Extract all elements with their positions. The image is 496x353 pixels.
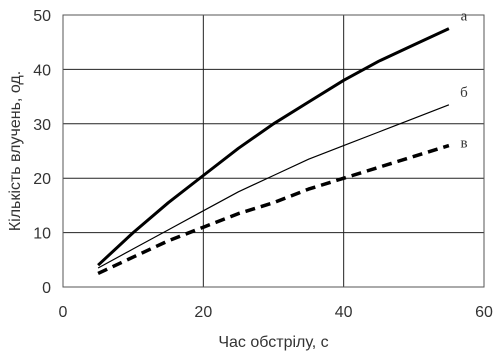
y-tick-label: 30 — [33, 117, 51, 134]
y-tick-label: 20 — [33, 171, 51, 188]
x-tick-label: 40 — [335, 304, 353, 321]
y-axis-ticks: 0 10 20 30 40 50 — [33, 8, 51, 297]
y-tick-label: 0 — [42, 280, 51, 297]
series-label-3: в — [460, 136, 467, 152]
series-label-1: а — [461, 9, 468, 25]
y-tick-label: 50 — [33, 8, 51, 25]
y-tick-label: 40 — [33, 62, 51, 79]
y-axis-title: Кількість влучень, од. — [7, 71, 24, 231]
series-label-2: б — [460, 85, 468, 101]
series-line-2 — [97, 104, 450, 269]
series-line-3 — [97, 143, 450, 275]
x-axis-title: Час обстрілу, с — [218, 334, 328, 351]
x-tick-label: 60 — [475, 304, 493, 321]
plot-frame — [62, 14, 485, 288]
series-labels: а б в — [460, 9, 468, 152]
series-lines — [97, 27, 450, 275]
x-tick-label: 0 — [59, 304, 68, 321]
x-axis-ticks: 0 20 40 60 — [59, 304, 493, 321]
x-tick-label: 20 — [194, 304, 212, 321]
grid-lines — [63, 15, 484, 287]
y-tick-label: 10 — [33, 226, 51, 243]
series-line-1 — [97, 27, 450, 267]
